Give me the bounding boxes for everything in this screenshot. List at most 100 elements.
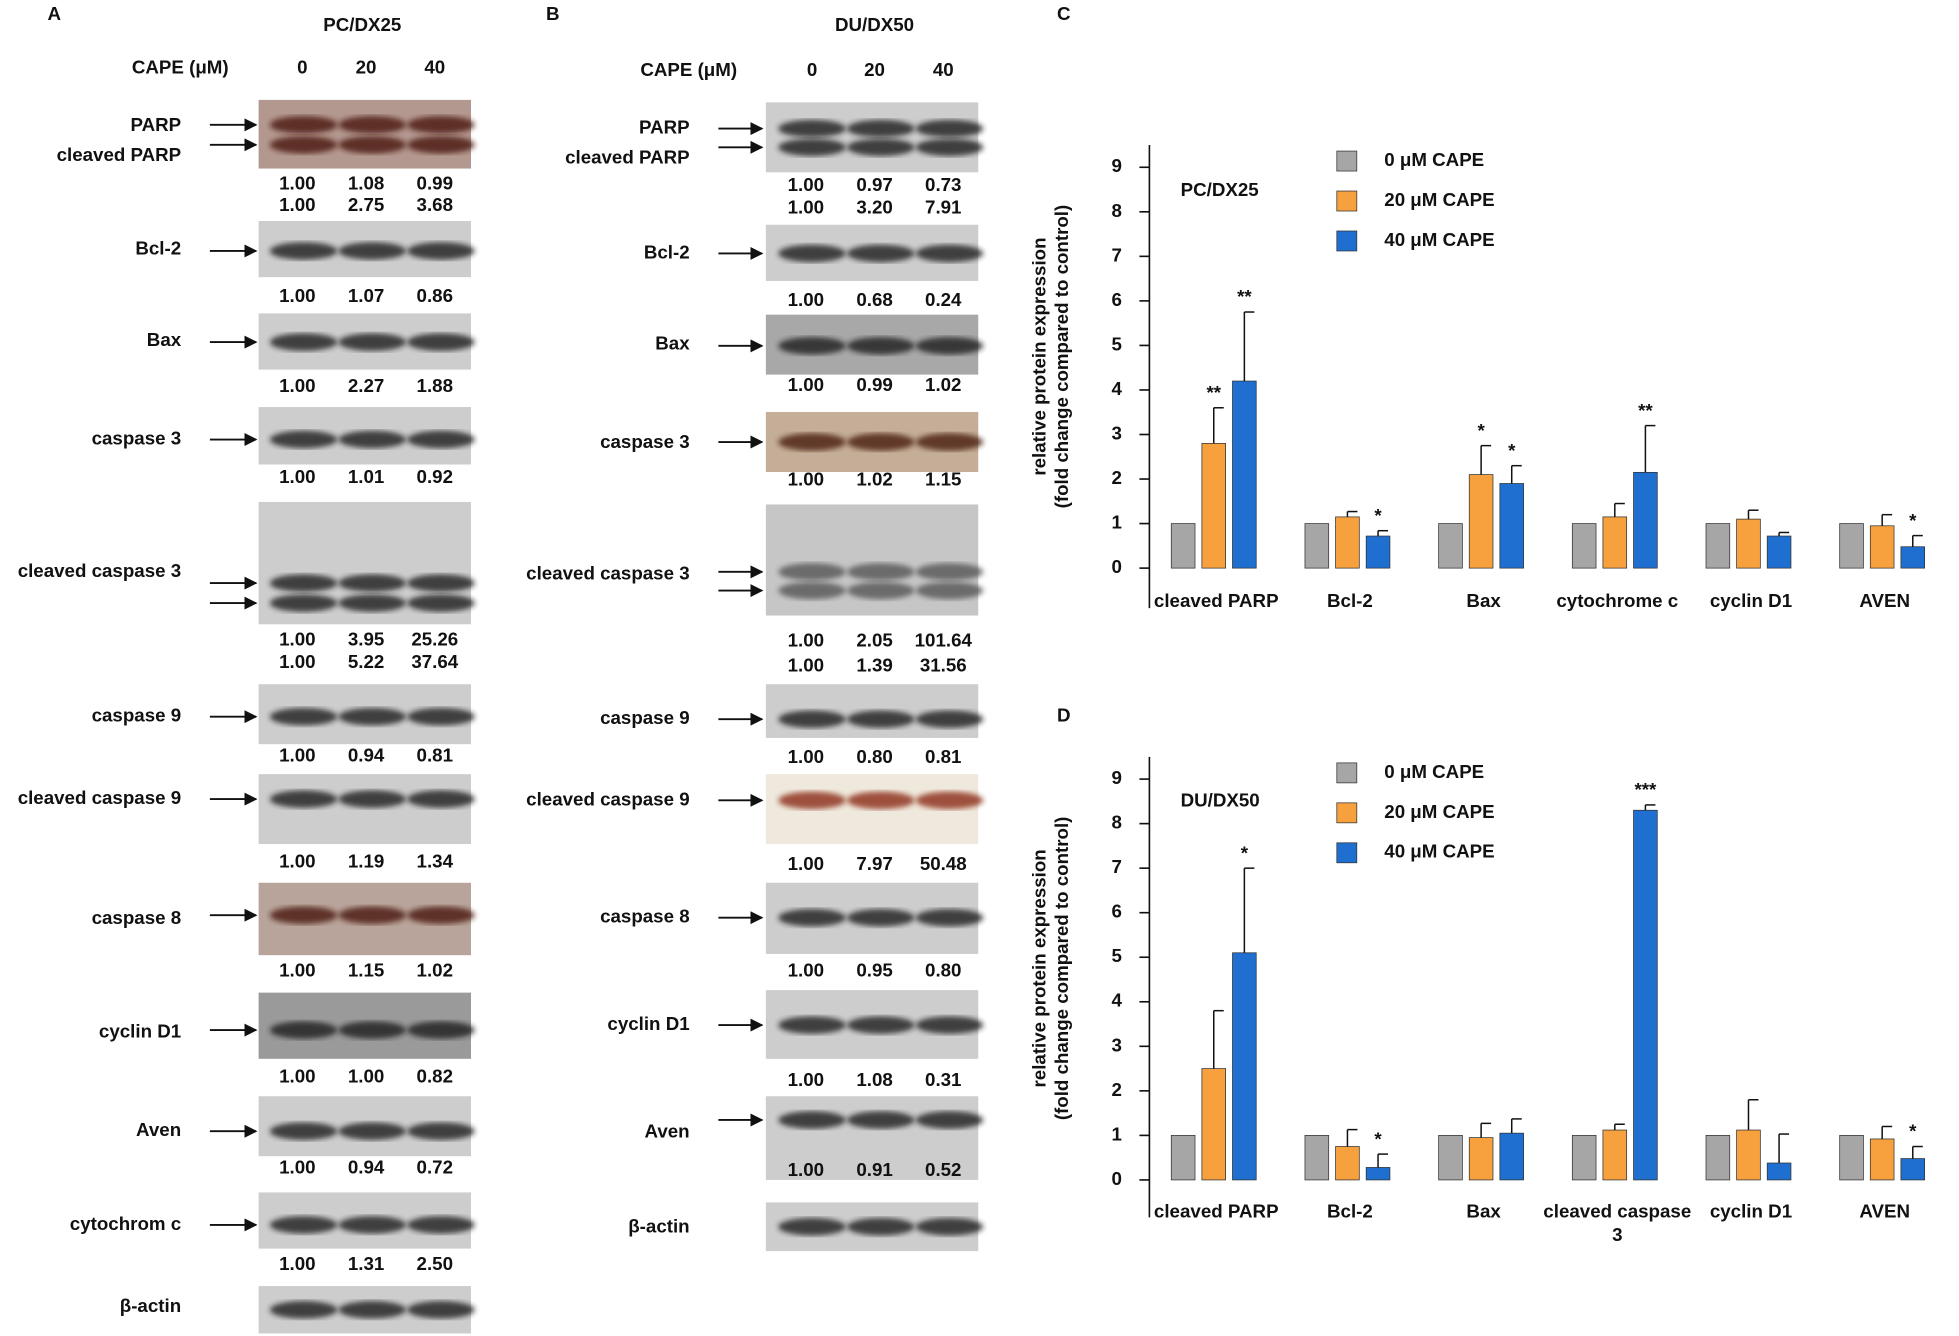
quantification: 1.00 xyxy=(279,173,315,194)
protein-label: caspase 8 xyxy=(92,907,182,928)
x-tick-label: cytochrome c xyxy=(1556,590,1679,612)
blot-band xyxy=(778,433,846,451)
significance-mark: ** xyxy=(1206,382,1221,403)
protein-label: Aven xyxy=(645,1120,690,1141)
bar xyxy=(1304,1135,1330,1181)
quantification: 0.31 xyxy=(925,1069,961,1090)
blot-image xyxy=(258,774,472,845)
quantification: 0.91 xyxy=(856,1159,892,1180)
bar xyxy=(1232,952,1257,1181)
quantification: 0.95 xyxy=(856,959,892,980)
quantification: 1.00 xyxy=(788,959,824,980)
quantification: 1.00 xyxy=(279,1157,315,1178)
blot-band xyxy=(407,594,475,612)
blot-band xyxy=(847,791,915,810)
blot-band xyxy=(847,119,915,138)
x-tick-label: cleaved PARP xyxy=(1153,1201,1279,1223)
x-tick-label: Bcl-2 xyxy=(1327,1201,1373,1223)
bar xyxy=(1201,443,1226,569)
blot-band xyxy=(338,790,407,808)
blot-band xyxy=(847,581,915,600)
dose: 20 xyxy=(356,57,377,78)
y-tick-label: 3 xyxy=(1112,422,1122,443)
protein-label: caspase 3 xyxy=(600,431,690,452)
dose-label: CAPE (μM) xyxy=(132,57,229,78)
blot-band xyxy=(847,908,915,927)
quantification: 0.97 xyxy=(856,174,892,195)
y-tick-label: 0 xyxy=(1112,556,1122,577)
quantification: 1.00 xyxy=(788,630,824,651)
protein-label: cleaved caspase 9 xyxy=(526,788,689,809)
bar xyxy=(1571,523,1597,569)
y-axis-label: relative protein expression xyxy=(1029,237,1050,475)
quantification: 1.00 xyxy=(279,194,315,215)
y-tick-label: 2 xyxy=(1112,1079,1122,1100)
quantification: 1.01 xyxy=(348,466,384,487)
y-tick-label: 2 xyxy=(1112,467,1122,488)
quantification: 1.00 xyxy=(279,851,315,872)
quantification: 1.00 xyxy=(788,374,824,395)
bar xyxy=(1468,1137,1494,1181)
legend-label: 20 μM CAPE xyxy=(1384,189,1494,210)
quantification: 0.80 xyxy=(856,746,892,767)
quantification: 0.81 xyxy=(925,746,961,767)
panel-title: DU/DX50 xyxy=(835,14,914,35)
quantification: 1.00 xyxy=(279,628,315,649)
quantification: 1.39 xyxy=(856,655,892,676)
y-tick-label: 0 xyxy=(1112,1168,1122,1189)
x-tick-label: cleaved PARP xyxy=(1153,590,1279,612)
quantification: 1.00 xyxy=(279,1253,315,1274)
y-tick-label: 4 xyxy=(1112,378,1123,399)
blot-band xyxy=(338,1021,407,1039)
blot-band xyxy=(915,791,984,810)
significance-mark: * xyxy=(1374,1128,1382,1149)
quantification: 1.00 xyxy=(788,174,824,195)
bar xyxy=(1468,474,1494,569)
quantification: 7.91 xyxy=(925,196,961,217)
quantification: 1.00 xyxy=(788,196,824,217)
blot-band xyxy=(915,908,984,927)
quantification: 0.86 xyxy=(417,285,453,306)
blot-band xyxy=(915,433,984,451)
blot-band xyxy=(915,710,984,728)
dose: 40 xyxy=(424,57,445,78)
dose: 0 xyxy=(807,59,817,80)
bar xyxy=(1201,1068,1226,1181)
protein-label: cyclin D1 xyxy=(99,1021,181,1042)
quantification: 0.99 xyxy=(417,173,453,194)
legend-label: 0 μM CAPE xyxy=(1384,761,1484,782)
dose: 20 xyxy=(864,59,885,80)
protein-label: Bax xyxy=(655,333,690,354)
blot-band xyxy=(338,1216,407,1234)
x-tick-label: AVEN xyxy=(1859,590,1910,612)
protein-label: Aven xyxy=(136,1119,181,1140)
blot-band xyxy=(269,116,338,134)
y-tick-label: 7 xyxy=(1112,856,1122,877)
quantification: 101.64 xyxy=(915,630,973,651)
protein-label: Bcl-2 xyxy=(644,241,690,262)
y-tick-label: 8 xyxy=(1112,812,1122,833)
quantification: 1.00 xyxy=(279,745,315,766)
panel-label: D xyxy=(1057,705,1071,726)
blot-band xyxy=(269,1216,338,1234)
quantification: 50.48 xyxy=(920,853,967,874)
protein-label: cleaved caspase 3 xyxy=(526,562,689,583)
blot-band xyxy=(269,333,338,351)
quantification: 5.22 xyxy=(348,651,384,672)
significance-mark: *** xyxy=(1634,779,1657,800)
quantification: 1.00 xyxy=(279,285,315,306)
bar xyxy=(1499,1132,1524,1181)
blot-band xyxy=(338,430,407,449)
blot-band xyxy=(778,138,846,157)
legend-swatch xyxy=(1336,842,1358,864)
quantification: 3.68 xyxy=(417,194,453,215)
quantification: 0.72 xyxy=(417,1157,453,1178)
bar xyxy=(1335,1146,1360,1181)
quantification: 1.00 xyxy=(348,1065,384,1086)
protein-label: Bcl-2 xyxy=(135,238,181,259)
y-tick-label: 9 xyxy=(1112,767,1122,788)
protein-label: β-actin xyxy=(120,1295,181,1316)
blot-band xyxy=(847,244,915,263)
quantification: 1.02 xyxy=(856,469,892,490)
legend-label: 0 μM CAPE xyxy=(1384,149,1484,170)
